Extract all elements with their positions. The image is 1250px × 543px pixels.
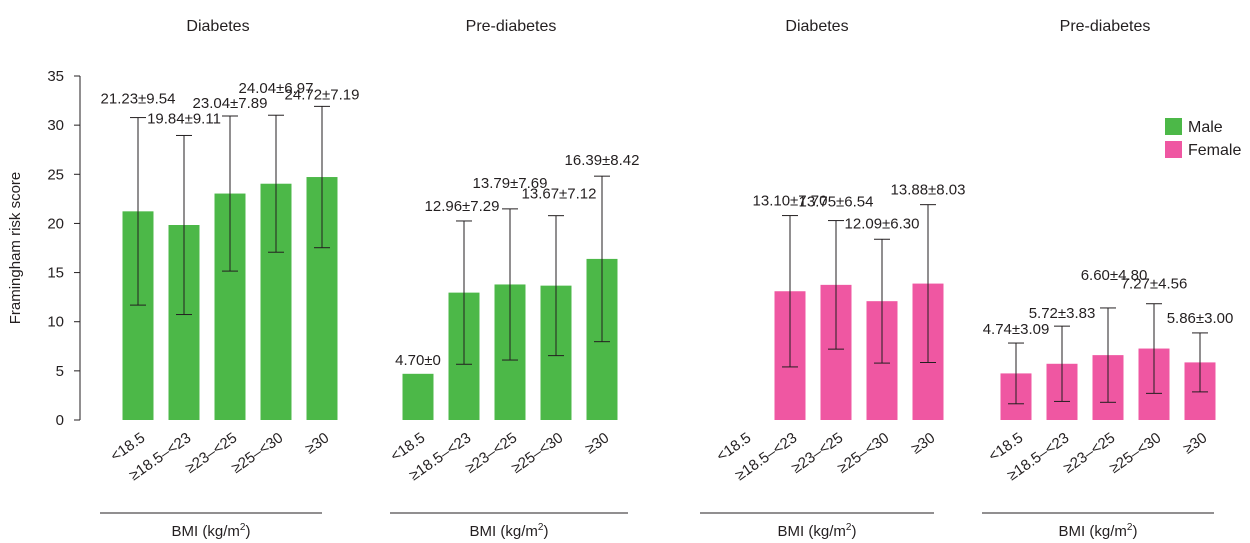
legend-label-female: Female [1188,142,1241,159]
x-axis-label-end: ) [543,523,548,540]
x-axis-label-text: BMI (kg/m [172,523,240,540]
y-tick-label: 20 [47,215,64,232]
y-tick-label: 15 [47,265,64,282]
panel-1: Diabetes21.23±9.54<18.519.84±9.11≥18.5–<… [100,18,359,540]
bar [402,373,434,420]
legend-swatch-male [1165,118,1182,135]
panel-4: Pre-diabetes4.74±3.09<18.55.72±3.83≥18.5… [982,18,1233,540]
x-tick-label: ≥25–<30 [834,429,892,477]
panel-title: Diabetes [785,18,848,35]
data-label: 13.10±7.70 [753,193,828,210]
data-label: 19.84±9.11 [147,110,221,127]
data-label: 7.27±4.56 [1121,276,1188,293]
data-label: 16.39±8.42 [565,152,640,169]
x-tick-label: ≥30 [908,429,938,457]
x-axis-label: BMI (kg/m2) [1059,522,1138,540]
panel-title: Diabetes [186,18,249,35]
x-axis-label-sup: 2 [538,522,544,533]
y-tick-label: 10 [47,314,64,331]
chart-panels: Diabetes21.23±9.54<18.519.84±9.11≥18.5–<… [100,18,1233,540]
y-axis: 0 5 10 15 20 25 30 35 [47,68,81,429]
x-tick-label: ≥25–<30 [1106,429,1164,477]
data-label: 12.96±7.29 [425,198,500,215]
data-label: 12.09±6.30 [845,215,920,232]
x-axis-label-sup: 2 [1127,522,1133,533]
x-tick-label: ≥30 [582,429,612,457]
x-axis-label-text: BMI (kg/m [1059,523,1127,540]
data-label: 13.75±6.54 [799,194,874,211]
x-tick-label: ≥23–<25 [1060,429,1118,477]
y-axis-label: Framingham risk score [7,172,24,325]
data-label: 13.67±7.12 [522,186,597,203]
x-axis-label-sup: 2 [846,522,852,533]
data-label: 4.74±3.09 [983,321,1050,338]
x-axis-label-end: ) [851,523,856,540]
data-label: 21.23±9.54 [101,91,176,108]
x-tick-label: ≥25–<30 [228,429,286,477]
data-label: 5.86±3.00 [1167,310,1234,327]
x-tick-label: ≥30 [1180,429,1210,457]
data-label: 23.04±7.89 [193,95,268,112]
x-axis-label-sup: 2 [240,522,246,533]
x-tick-label: ≥30 [302,429,332,457]
x-axis-label-text: BMI (kg/m [470,523,538,540]
data-label: 5.72±3.83 [1029,305,1096,322]
x-axis-label: BMI (kg/m2) [470,522,549,540]
x-tick-label: ≥23–<25 [788,429,846,477]
x-tick-label: ≥23–<25 [182,429,240,477]
legend-swatch-female [1165,141,1182,158]
x-axis-label-text: BMI (kg/m [778,523,846,540]
y-tick-label: 0 [56,412,64,429]
legend-label-male: Male [1188,119,1223,136]
x-axis-label-end: ) [245,523,250,540]
data-label: 6.60±4.80 [1081,267,1148,284]
y-tick-label: 35 [47,68,64,85]
x-tick-label: ≥25–<30 [508,429,566,477]
x-tick-label: ≥23–<25 [462,429,520,477]
data-label: 13.79±7.69 [473,175,548,192]
y-tick-label: 5 [56,363,64,380]
panel-2: Pre-diabetes4.70±0<18.512.96±7.29≥18.5–<… [387,18,639,540]
data-label: 4.70±0 [395,352,441,369]
data-label: 24.04±6.97 [239,80,314,97]
legend: Male Female [1165,118,1241,159]
x-axis-label: BMI (kg/m2) [172,522,251,540]
panel-title: Pre-diabetes [466,18,557,35]
y-tick-label: 25 [47,166,64,183]
panel-3: Diabetes<18.513.10±7.70≥18.5–<2313.75±6.… [700,18,965,540]
panel-title: Pre-diabetes [1060,18,1151,35]
x-axis-label-end: ) [1132,523,1137,540]
x-axis-label: BMI (kg/m2) [778,522,857,540]
data-label: 13.88±8.03 [891,182,966,199]
data-label: 24.72±7.19 [285,86,360,103]
y-tick-label: 30 [47,117,64,134]
